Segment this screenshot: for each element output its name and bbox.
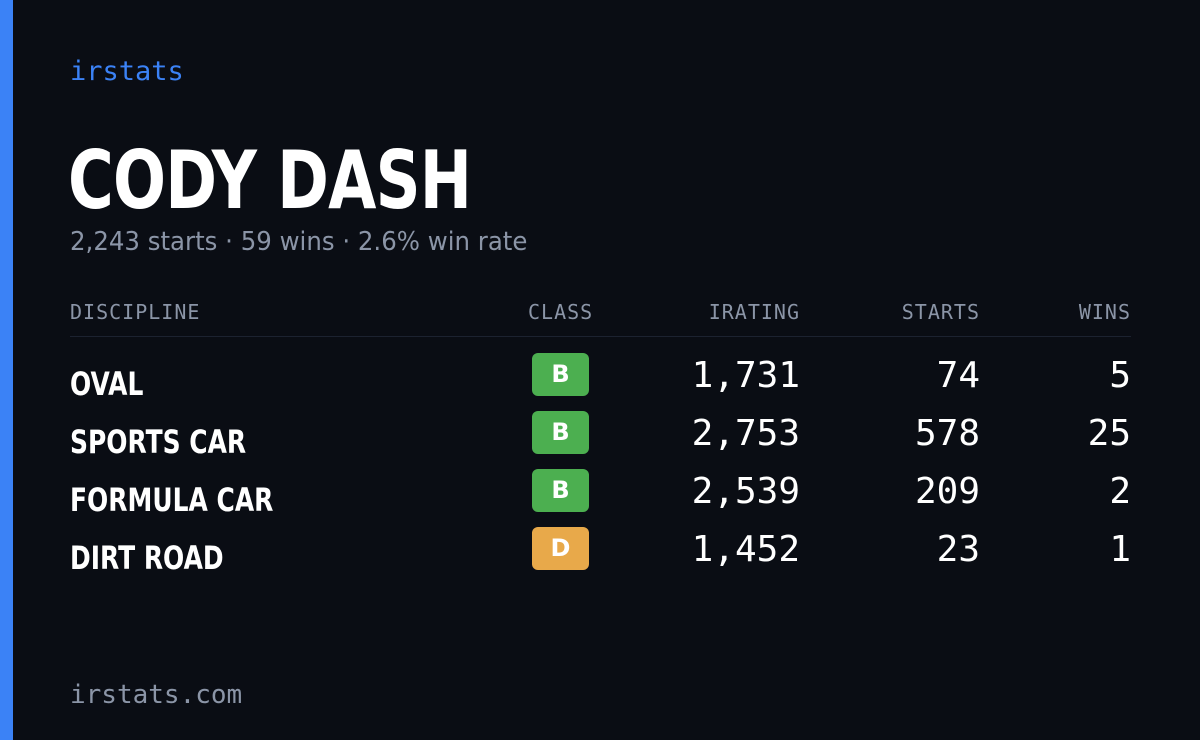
table-header: DISCIPLINE CLASS IRATING STARTS WINS	[70, 298, 1131, 337]
starts-value: 74	[936, 355, 980, 396]
irating-value: 2,539	[691, 471, 800, 512]
header-discipline: DISCIPLINE	[70, 300, 201, 324]
header-class: CLASS	[528, 300, 594, 324]
table-body: OVAL B 1,731 74 5 SPORTS CAR B 2,753 578…	[70, 337, 1131, 585]
class-badge: B	[532, 353, 589, 396]
table-row: SPORTS CAR B 2,753 578 25	[70, 411, 1131, 469]
driver-summary: 2,243 starts · 59 wins · 2.6% win rate	[70, 227, 528, 257]
starts-value: 578	[914, 413, 980, 454]
class-badge: D	[532, 527, 589, 570]
table-row: OVAL B 1,731 74 5	[70, 353, 1131, 411]
discipline-name: DIRT ROAD	[70, 539, 224, 577]
discipline-table: DISCIPLINE CLASS IRATING STARTS WINS OVA…	[70, 298, 1131, 585]
table-row: DIRT ROAD D 1,452 23 1	[70, 527, 1131, 585]
discipline-name: FORMULA CAR	[70, 481, 274, 519]
driver-name: CODY DASH	[68, 134, 472, 227]
accent-bar	[0, 0, 13, 740]
brand-logo: irstats	[70, 56, 184, 87]
header-wins: WINS	[1078, 300, 1131, 324]
starts-value: 209	[914, 471, 980, 512]
wins-value: 2	[1109, 471, 1131, 512]
discipline-name: OVAL	[70, 365, 144, 403]
class-badge: B	[532, 411, 589, 454]
wins-value: 25	[1087, 413, 1131, 454]
header-starts: STARTS	[901, 300, 980, 324]
irating-value: 1,731	[691, 355, 800, 396]
discipline-name: SPORTS CAR	[70, 423, 247, 461]
irating-value: 2,753	[691, 413, 800, 454]
wins-value: 5	[1109, 355, 1131, 396]
starts-value: 23	[936, 529, 980, 570]
wins-value: 1	[1109, 529, 1131, 570]
header-irating: IRATING	[708, 300, 800, 324]
class-badge: B	[532, 469, 589, 512]
footer-url: irstats.com	[70, 680, 243, 710]
table-row: FORMULA CAR B 2,539 209 2	[70, 469, 1131, 527]
irating-value: 1,452	[691, 529, 800, 570]
